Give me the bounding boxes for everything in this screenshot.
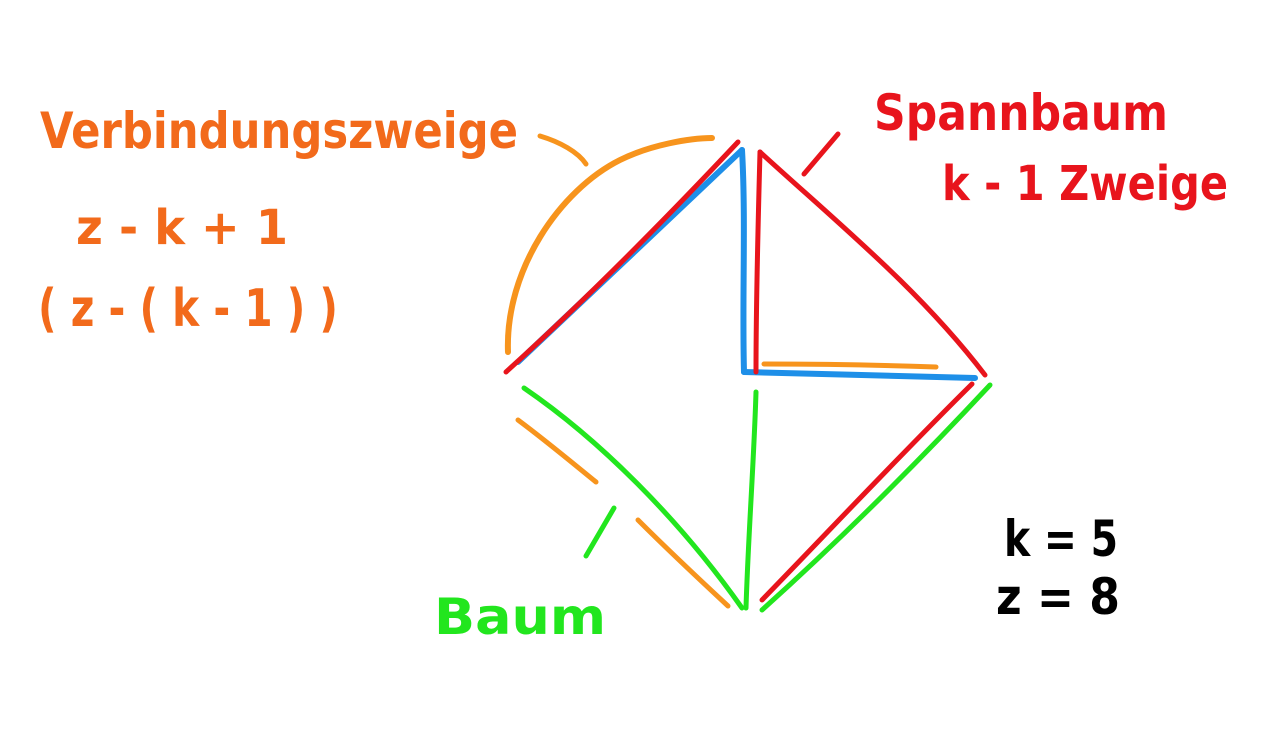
- edge-red-center-vertical: [753, 149, 763, 375]
- label-formula-1: z - k + 1: [76, 200, 288, 256]
- edge-blue-center-vertical: [739, 147, 747, 375]
- pointer-spanning-tree: [801, 131, 841, 177]
- label-formula-2: ( z - ( k - 1 ) ): [38, 279, 338, 339]
- label-k-value: k = 5: [1004, 510, 1118, 568]
- edge-red-right-lower: [759, 381, 975, 603]
- label-connecting-branches: Verbindungszweige: [40, 102, 518, 160]
- label-spanning-tree: Spannbaum: [874, 84, 1168, 142]
- edge-green-left-lower: [521, 385, 745, 611]
- label-z-value: z = 8: [996, 568, 1120, 626]
- edge-blue-center-horizontal: [741, 369, 978, 381]
- edge-orange-inner: [761, 361, 939, 370]
- edge-red-right-upper: [757, 149, 988, 378]
- label-spanning-tree-branches: k - 1 Zweige: [942, 156, 1228, 212]
- edge-green-right-lower: [759, 382, 993, 613]
- edge-green-center-vertical: [743, 389, 759, 611]
- edge-orange-arc-top-left: [504, 135, 715, 355]
- pointer-connecting-branches: [537, 133, 589, 167]
- edge-orange-lower-left: [515, 417, 731, 609]
- edge-red-left-upper: [503, 139, 741, 375]
- label-tree: Baum: [434, 588, 606, 646]
- pointer-tree: [583, 505, 617, 559]
